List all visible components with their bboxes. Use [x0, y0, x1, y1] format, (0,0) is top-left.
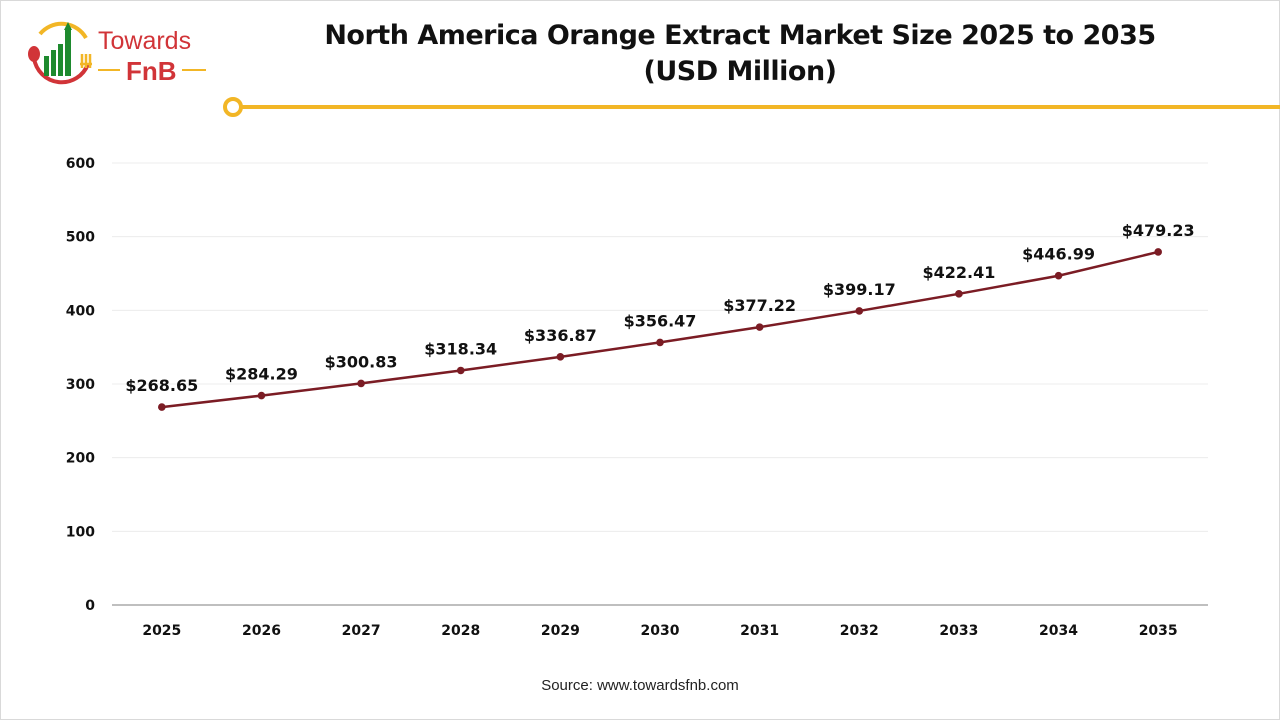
data-label: $399.17	[823, 280, 896, 299]
x-tick-label: 2028	[441, 623, 480, 639]
x-tick-label: 2026	[242, 623, 281, 639]
subtitle-line: (USD Million)	[643, 56, 837, 87]
data-point	[357, 379, 365, 388]
x-tick-label: 2034	[1039, 623, 1078, 639]
data-label: $318.34	[424, 339, 497, 358]
data-point	[257, 391, 266, 400]
data-point	[158, 403, 166, 411]
source-note: Source: www.towardsfnb.com	[541, 677, 739, 694]
accent-dot	[223, 97, 243, 117]
data-point	[955, 290, 963, 298]
x-tick-label: 2027	[342, 623, 381, 639]
title-line: North America Orange Extract Market Size…	[324, 20, 1156, 51]
data-label: $446.99	[1022, 245, 1095, 264]
chart-title: North America Orange Extract Market Size…	[240, 18, 1240, 90]
data-label: $422.41	[922, 263, 995, 282]
y-tick-label: 300	[66, 377, 95, 393]
data-label: $336.87	[524, 326, 597, 345]
data-label: $356.47	[624, 311, 697, 330]
data-label: $300.83	[325, 352, 398, 371]
x-tick-label: 2035	[1139, 623, 1178, 639]
logo-text-fnb: FnB	[126, 56, 177, 86]
data-point	[656, 338, 664, 347]
y-tick-label: 400	[66, 303, 95, 319]
x-tick-label: 2032	[840, 623, 879, 639]
x-tick-label: 2031	[740, 623, 779, 639]
logo-text-towards: Towards	[98, 27, 191, 55]
y-tick-label: 100	[66, 524, 95, 540]
data-label: $377.22	[723, 296, 796, 315]
y-tick-label: 0	[85, 598, 95, 614]
data-label: $479.23	[1122, 221, 1195, 240]
data-point	[1054, 271, 1063, 280]
data-point	[755, 323, 764, 331]
x-tick-label: 2025	[142, 623, 181, 639]
towards-fnb-logo: Towards FnB	[28, 21, 206, 86]
x-tick-label: 2033	[939, 623, 978, 639]
y-tick-label: 500	[66, 230, 95, 246]
data-label: $284.29	[225, 365, 298, 384]
data-point	[556, 353, 565, 361]
data-point	[1154, 248, 1162, 256]
y-tick-label: 600	[66, 156, 95, 172]
x-tick-label: 2029	[541, 623, 580, 639]
data-point	[855, 307, 864, 315]
data-label: $268.65	[125, 376, 198, 395]
x-tick-label: 2030	[641, 623, 680, 639]
y-tick-label: 200	[66, 451, 95, 467]
data-point	[456, 366, 465, 375]
